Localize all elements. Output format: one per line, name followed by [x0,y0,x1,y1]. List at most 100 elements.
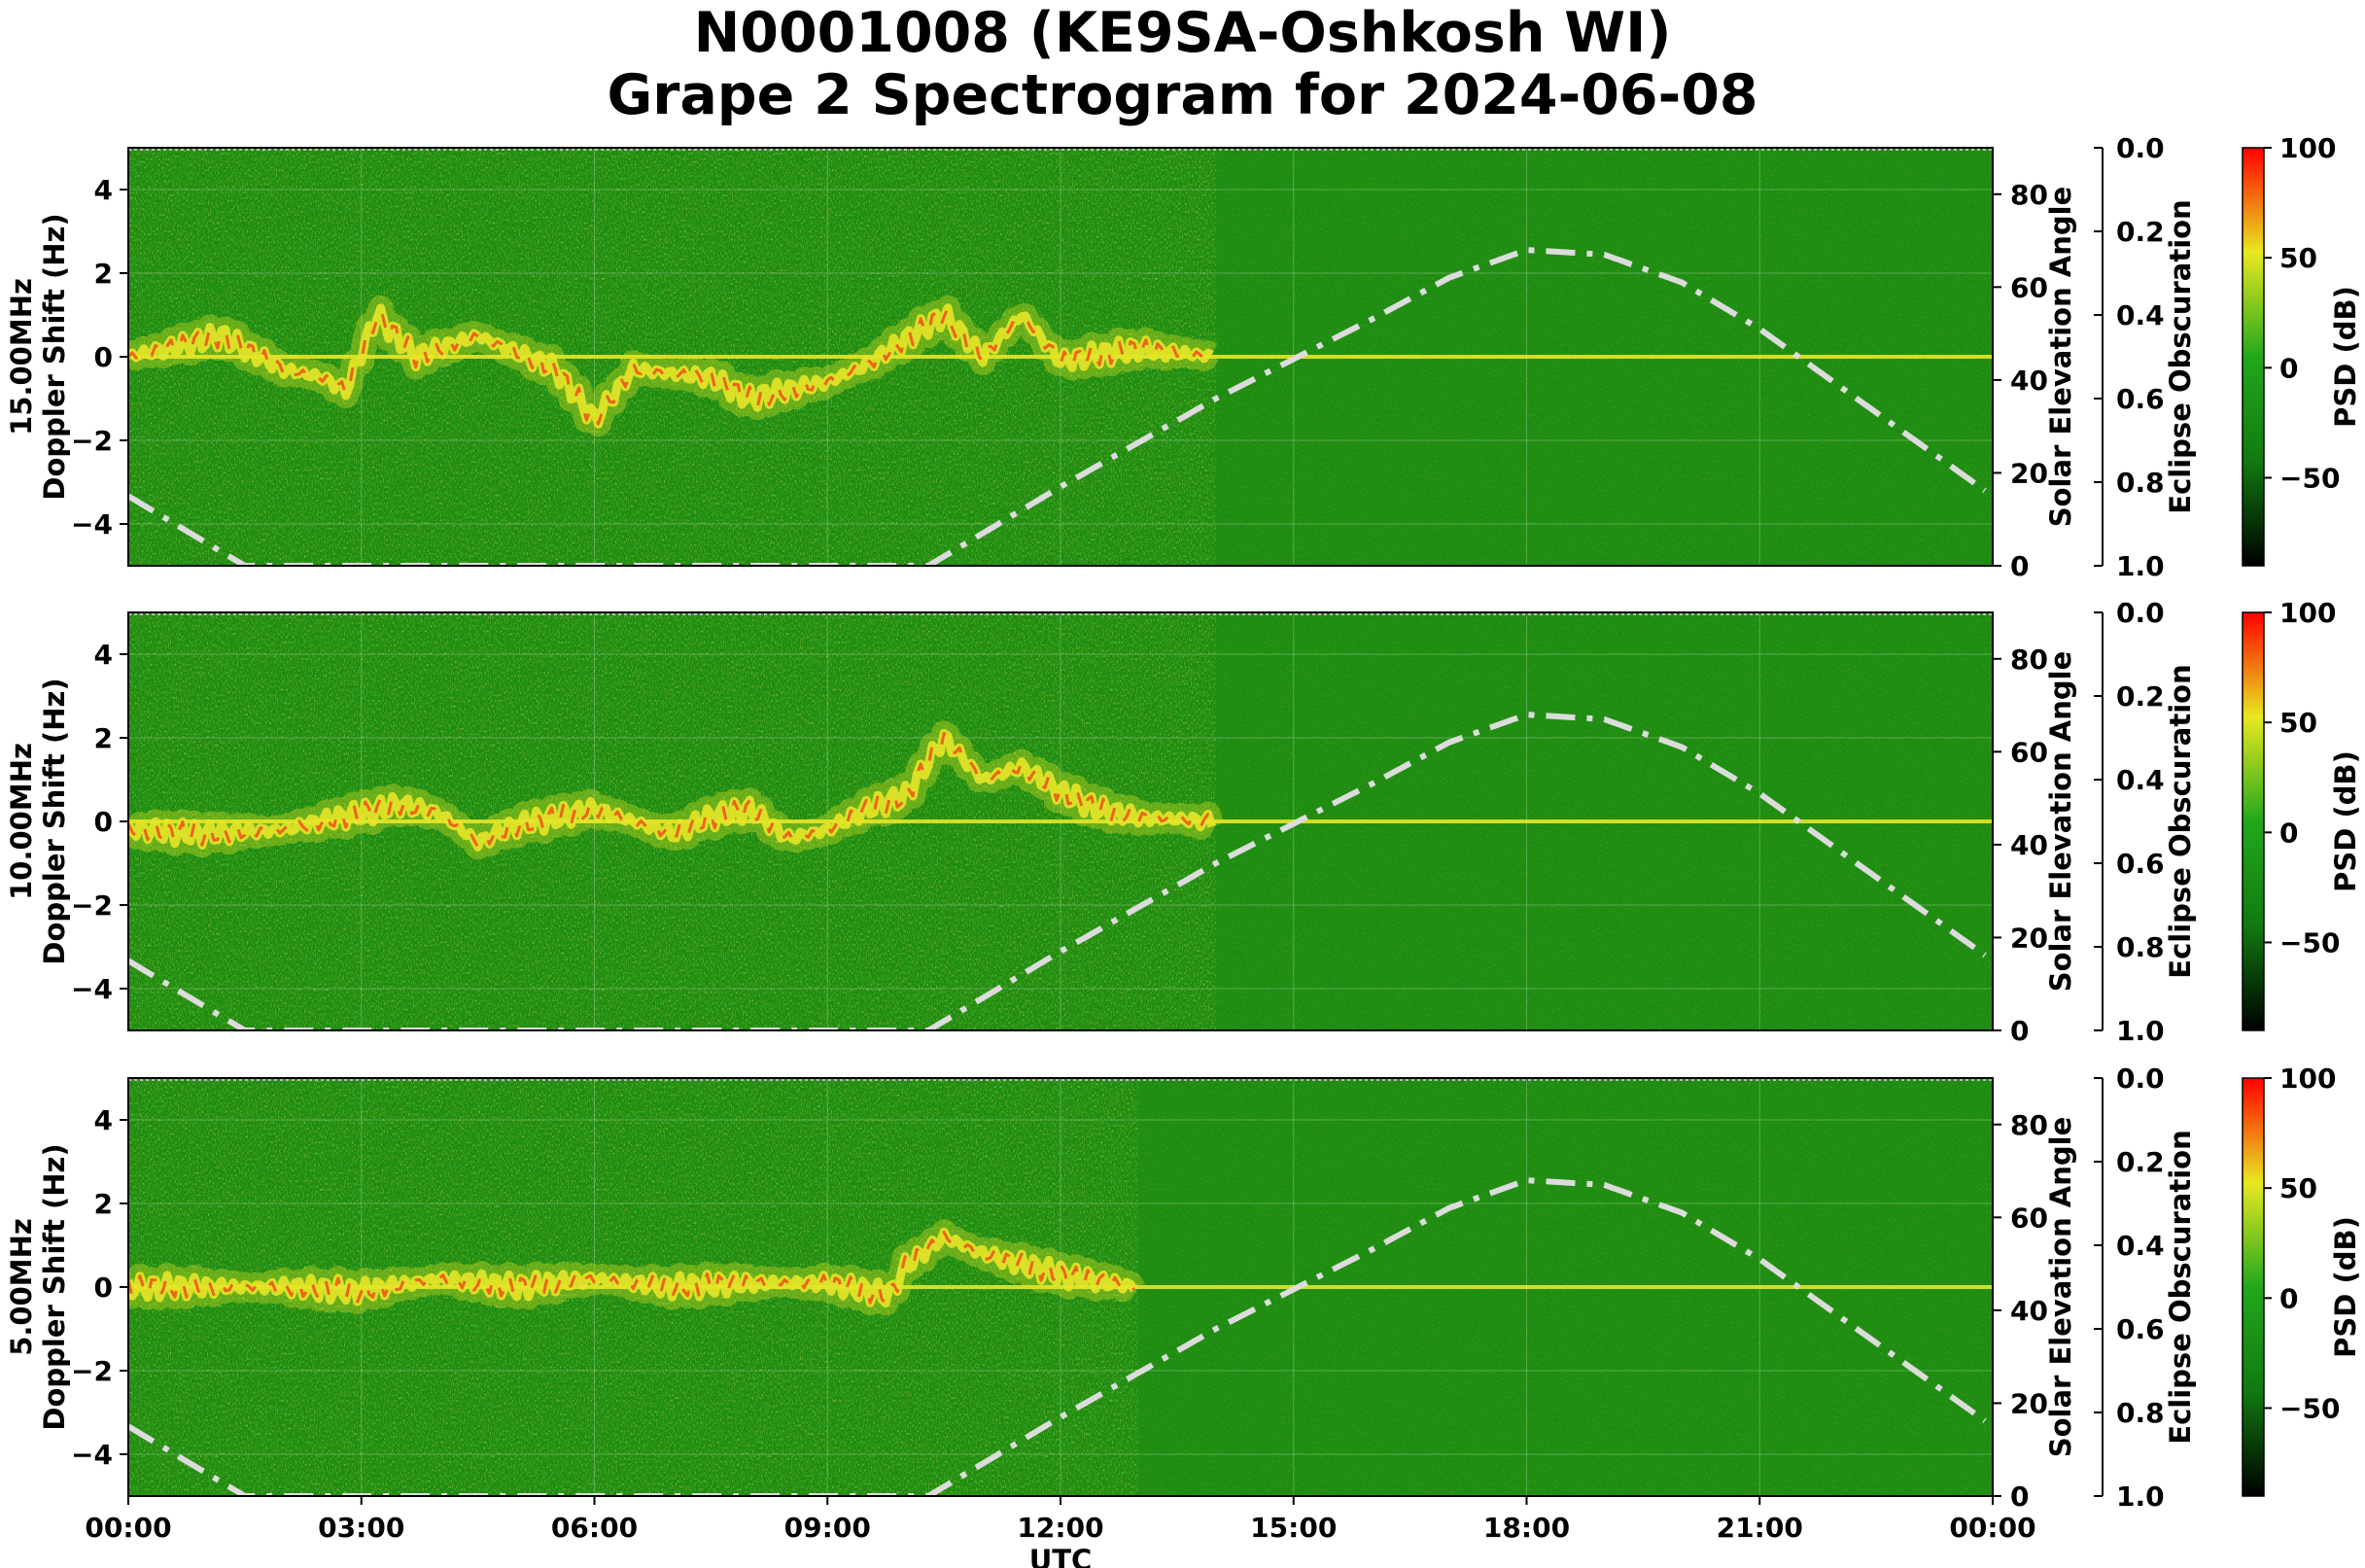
y-tick-label: 2 [94,722,113,754]
colorbar-tick-label: −50 [2279,462,2340,494]
y-tick-label: 0 [94,1272,113,1304]
heatmap-area [128,612,1993,1030]
colorbar-tick-label: 100 [2279,132,2336,164]
doppler-trace-peak [128,1230,1136,1306]
colorbar-label: PSD (dB) [2329,1216,2362,1358]
title-line-2: Grape 2 Spectrogram for 2024-06-08 [607,63,1758,127]
x-tick-label: 12:00 [1017,1512,1103,1544]
solar-elevation-tick-label: 40 [2010,829,2048,861]
eclipse-tick-label: 0.0 [2116,132,2165,164]
eclipse-tick-label: 0.8 [2116,1397,2165,1429]
solar-elevation-tick-label: 0 [2010,1015,2029,1047]
colorbar [2242,611,2265,1031]
eclipse-tick-label: 0.4 [2116,1230,2165,1262]
eclipse-tick-label: 1.0 [2116,1481,2165,1513]
solar-elevation-tick-label: 60 [2010,1202,2048,1234]
colorbar-tick-label: 0 [2279,817,2298,849]
eclipse-axis-label: Eclipse Obscuration [2164,199,2197,513]
title-line-1: N0001008 (KE9SA-Oshkosh WI) [693,1,1672,65]
y-tick-label: −2 [71,425,113,457]
x-axis-label: UTC [1029,1544,1093,1568]
solar-elevation-tick-label: 80 [2010,644,2048,676]
solar-elevation-tick-label: 40 [2010,1295,2048,1327]
y-tick-label: −4 [71,1439,113,1471]
x-tick-label: 00:00 [85,1512,171,1544]
eclipse-tick-label: 0.6 [2116,383,2165,415]
x-tick-label: 15:00 [1250,1512,1337,1544]
panel-frequency-label: 10.00MHz [5,743,38,900]
figure-title: N0001008 (KE9SA-Oshkosh WI) Grape 2 Spec… [0,2,2365,126]
y-tick-label: 2 [94,1188,113,1220]
eclipse-tick-label: 0.2 [2116,1146,2165,1178]
y-tick-label: −2 [71,889,113,922]
eclipse-tick-label: 0.2 [2116,216,2165,248]
eclipse-tick-label: 0.4 [2116,764,2165,796]
solar-elevation-axis-label: Solar Elevation Angle [2044,187,2077,528]
y-tick-label: 0 [94,806,113,838]
colorbar-tick-label: 0 [2279,1282,2298,1314]
x-tick-label: 18:00 [1483,1512,1570,1544]
solar-elevation-tick-label: 0 [2010,550,2029,582]
spectrogram-panel-10.00MHz: 420−2−410.00MHz Doppler Shift (Hz)8060402… [5,597,2362,1047]
solar-elevation-tick-label: 20 [2010,922,2048,954]
x-axis: 00:00 03:00 06:00 09:00 12:00 15:00 18:00 21:00… [85,1496,2036,1568]
panel-frequency-label: 5.00MHz [5,1218,38,1356]
solar-elevation-tick-label: 0 [2010,1481,2029,1513]
solar-elevation-curve [128,247,1987,566]
colorbar [2242,1077,2265,1497]
spectrogram-panel-15.00MHz: 420−2−415.00MHz Doppler Shift (Hz)8060402… [5,132,2362,582]
y-tick-label: −4 [71,973,113,1005]
solar-elevation-tick-label: 60 [2010,736,2048,768]
y-tick-label: 4 [94,1104,113,1136]
y-axis-label: Doppler Shift (Hz) [38,678,71,964]
colorbar-label: PSD (dB) [2329,750,2362,892]
panel-frequency-label: 15.00MHz [5,278,38,436]
solar-elevation-tick-label: 20 [2010,457,2048,489]
colorbar [2242,147,2265,567]
y-tick-label: 4 [94,639,113,671]
eclipse-tick-label: 0.8 [2116,931,2165,963]
eclipse-tick-label: 0.4 [2116,299,2165,331]
heatmap-area [128,148,1993,566]
colorbar-tick-label: 50 [2279,1172,2317,1204]
solar-elevation-tick-label: 40 [2010,365,2048,397]
eclipse-tick-label: 0.6 [2116,1313,2165,1345]
y-tick-label: −4 [71,508,113,540]
spectrogram-panel-5.00MHz: 420−2−45.00MHz Doppler Shift (Hz)80604020… [5,1063,2362,1513]
doppler-trace-peak [128,306,1213,426]
y-axis-label: Doppler Shift (Hz) [38,1143,71,1430]
eclipse-tick-label: 0.8 [2116,467,2165,499]
x-tick-label: 03:00 [318,1512,404,1544]
solar-elevation-axis-label: Solar Elevation Angle [2044,651,2077,993]
solar-elevation-tick-label: 80 [2010,179,2048,211]
solar-elevation-axis-label: Solar Elevation Angle [2044,1117,2077,1458]
eclipse-tick-label: 0.2 [2116,680,2165,713]
solar-elevation-curve [128,712,1987,1030]
y-tick-label: 0 [94,341,113,373]
panels-group: 420−2−415.00MHz Doppler Shift (Hz)8060402… [5,132,2362,1513]
y-tick-label: −2 [71,1355,113,1387]
colorbar-tick-label: 50 [2279,242,2317,274]
eclipse-tick-label: 0.0 [2116,1063,2165,1095]
x-tick-label: 21:00 [1717,1512,1803,1544]
colorbar-label: PSD (dB) [2329,286,2362,428]
colorbar-tick-label: 100 [2279,597,2336,629]
doppler-trace-peak [128,731,1214,849]
eclipse-axis-label: Eclipse Obscuration [2164,1130,2197,1444]
colorbar-tick-label: 100 [2279,1063,2336,1095]
x-tick-label: 06:00 [551,1512,638,1544]
eclipse-tick-label: 0.0 [2116,597,2165,629]
eclipse-tick-label: 0.6 [2116,848,2165,880]
x-tick-label: 00:00 [1949,1512,2035,1544]
y-axis-label: Doppler Shift (Hz) [38,213,71,500]
y-tick-label: 4 [94,174,113,206]
solar-elevation-tick-label: 80 [2010,1109,2048,1141]
colorbar-tick-label: −50 [2279,926,2340,958]
solar-elevation-tick-label: 60 [2010,271,2048,303]
x-tick-label: 09:00 [784,1512,871,1544]
heatmap-area [128,1078,1993,1496]
y-tick-label: 2 [94,258,113,290]
solar-elevation-curve [128,1177,1987,1496]
colorbar-tick-label: −50 [2279,1392,2340,1424]
